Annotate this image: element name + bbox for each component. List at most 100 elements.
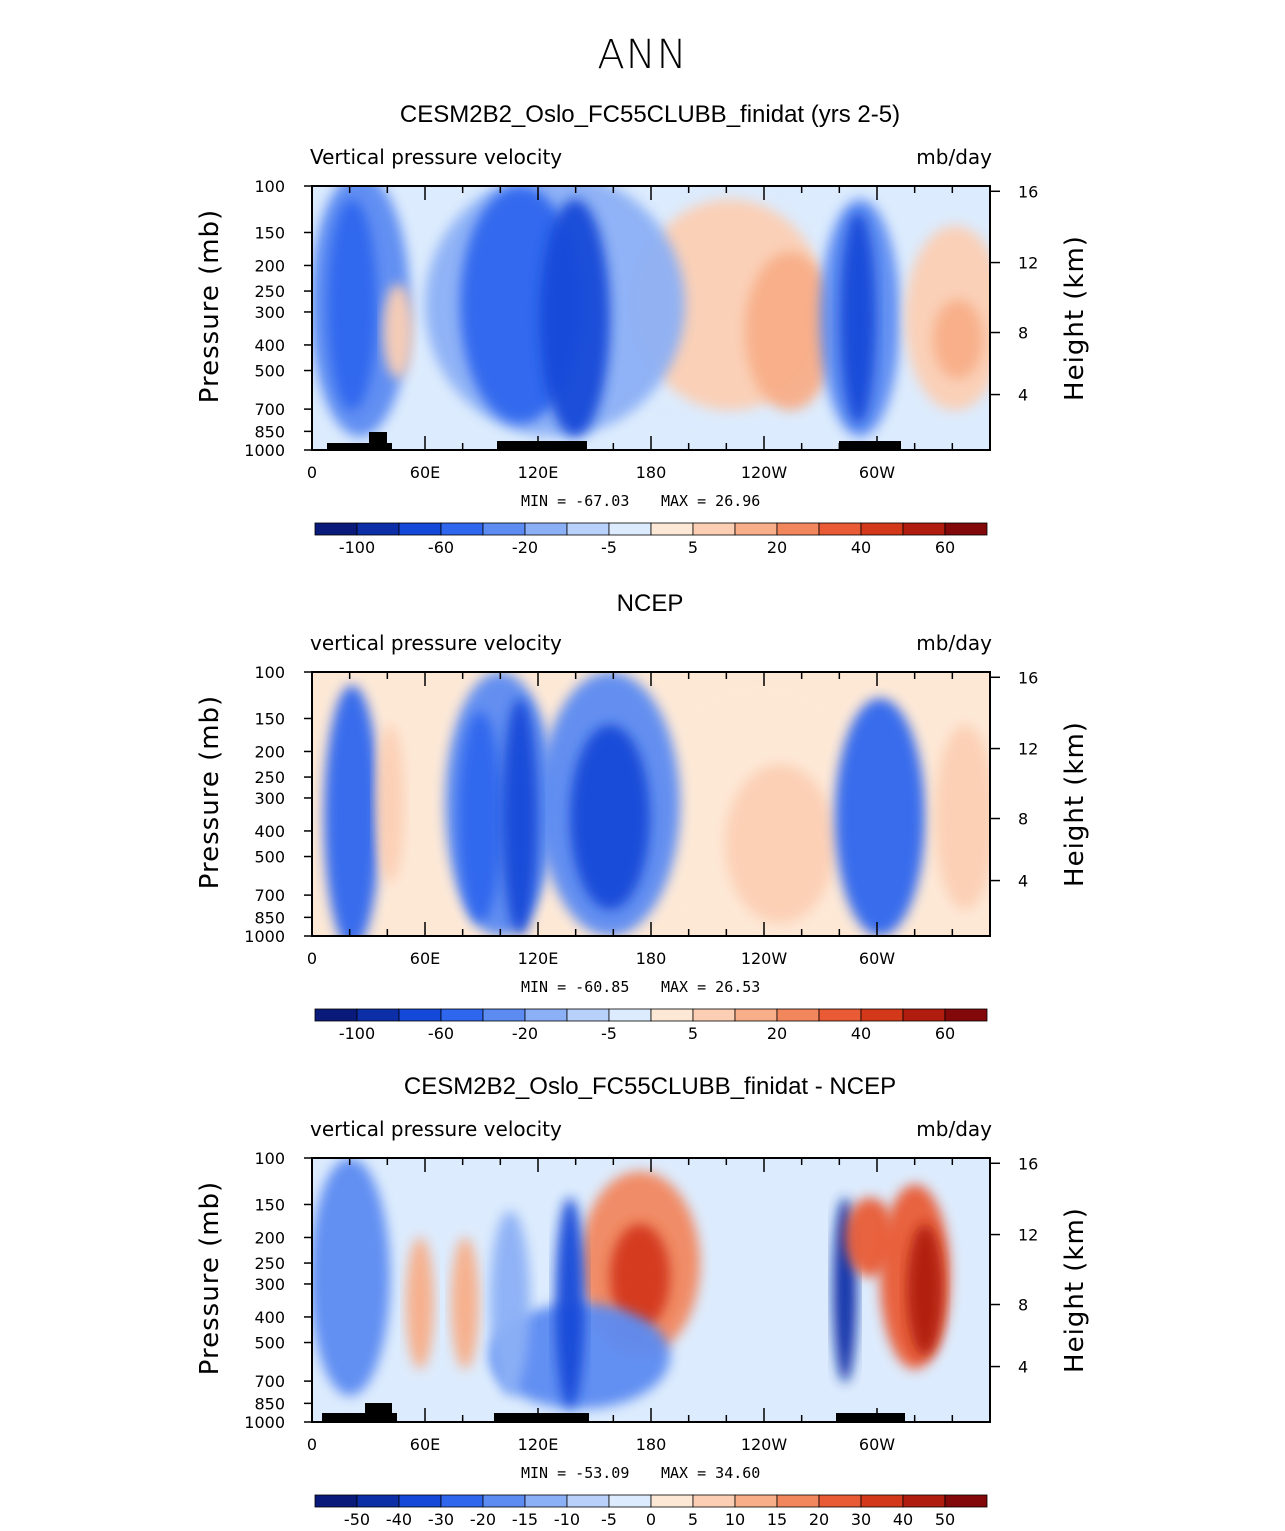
colorbar-label: -5 [601,538,617,557]
colorbar-label: 5 [688,1024,698,1043]
colorbar-swatch [692,522,736,536]
x-tick-label: 120W [741,1435,788,1454]
colorbar-swatch [608,1494,652,1508]
contour-region [935,724,990,910]
main-title: ANN [597,32,688,78]
x-tick-label: 120W [741,463,788,482]
y-tick-label: 100 [254,663,285,682]
colorbar-swatch [818,1494,862,1508]
contour-region [324,685,380,936]
colorbar-label: -100 [339,538,375,557]
colorbar-swatch [566,1494,610,1508]
colorbar-swatch [776,522,820,536]
x-tick-label: 60W [859,463,895,482]
contour-region [383,283,413,379]
field-name-label: vertical pressure velocity [310,1117,562,1141]
y-tick-label: 1000 [244,927,285,946]
y-tick-label: 1000 [244,441,285,460]
y2-tick-label: 8 [1018,1296,1028,1315]
x-tick-label: 0 [307,1435,317,1454]
colorbar-label: 40 [893,1510,913,1529]
x-tick-label: 120E [518,1435,559,1454]
colorbar-label: -20 [512,538,538,557]
contour-region [376,724,404,884]
contour-region [406,1237,434,1370]
colorbar-label: 60 [935,1024,955,1043]
colorbar-label: -40 [386,1510,412,1529]
y-tick-label: 500 [254,362,285,381]
colorbar-label: 40 [851,538,871,557]
colorbar-label: 50 [935,1510,955,1529]
y-tick-label: 400 [254,336,285,355]
colorbar-swatch [650,1008,694,1022]
max-value-label: MAX = 34.60 [661,1464,760,1482]
contour-field [312,1158,950,1409]
colorbar-swatch [944,1008,988,1022]
colorbar-swatch [944,1494,988,1508]
y-tick-label: 250 [254,768,285,787]
y-tick-label: 300 [254,1275,285,1294]
colorbar-swatch [524,1494,568,1508]
panel-1-title: CESM2B2_Oslo_FC55CLUBB_finidat (yrs 2-5) [399,101,901,128]
colorbar-swatch [650,522,694,536]
y2-tick-label: 12 [1018,740,1038,759]
y2-axis-title: Height (km) [1060,1207,1090,1373]
y-tick-label: 150 [254,1195,285,1214]
panel-3-title: CESM2B2_Oslo_FC55CLUBB_finidat - NCEP [403,1073,897,1100]
colorbar-label: -60 [428,538,454,557]
x-tick-label: 60E [410,949,440,968]
contour-field [312,186,990,437]
panel-2: 0 60E 120E 180 120W 60W 100 150 200 250 300 400 500 7… [195,631,1090,1043]
contour-region [327,199,377,411]
y2-tick-label: 8 [1018,324,1028,343]
colorbar-swatch [566,522,610,536]
y2-tick-label: 4 [1018,1358,1028,1377]
contour-region [725,764,835,923]
x-tick-label: 60E [410,463,440,482]
colorbar-label: 5 [688,1510,698,1529]
colorbar-swatch [482,1008,526,1022]
colorbar-swatch [566,1008,610,1022]
colorbar-swatch [440,1008,484,1022]
colorbar-swatch [902,1494,946,1508]
colorbar-label: -100 [339,1024,375,1043]
y-tick-label: 500 [254,848,285,867]
land-mask [322,1413,397,1422]
y2-tick-label: 16 [1018,1154,1038,1173]
colorbar-label: 40 [851,1024,871,1043]
contour-region [570,724,650,910]
colorbar-swatch [734,522,778,536]
y-tick-label: 150 [254,223,285,242]
y-axis-title: Pressure (mb) [195,1181,225,1375]
x-tick-label: 0 [307,949,317,968]
contour-region [451,1237,479,1370]
colorbar-label: 20 [809,1510,829,1529]
colorbar-swatch [818,522,862,536]
land-mask [836,1413,905,1422]
x-tick-label: 120E [518,949,559,968]
colorbar-label: 60 [935,538,955,557]
x-tick-label: 180 [636,949,667,968]
colorbar-swatch [692,1494,736,1508]
contour-region [907,1224,943,1356]
y-tick-label: 300 [254,789,285,808]
y-tick-label: 850 [254,1394,285,1413]
colorbar-label: -60 [428,1024,454,1043]
colorbar-label: 15 [767,1510,787,1529]
colorbar-swatch [902,522,946,536]
max-value-label: MAX = 26.53 [661,978,760,996]
colorbar-swatch [902,1008,946,1022]
colorbar-swatch [944,522,988,536]
colorbar-swatch [860,522,904,536]
colorbar-swatch [398,522,442,536]
field-name-label: vertical pressure velocity [310,631,562,655]
x-tick-label: 60W [859,1435,895,1454]
min-value-label: MIN = -60.85 [521,978,629,996]
colorbar-swatch [692,1008,736,1022]
x-tick-label: 180 [636,1435,667,1454]
y-tick-label: 100 [254,1149,285,1168]
colorbar-label: -20 [470,1510,496,1529]
contour-region [840,212,876,424]
x-tick-label: 60E [410,1435,440,1454]
